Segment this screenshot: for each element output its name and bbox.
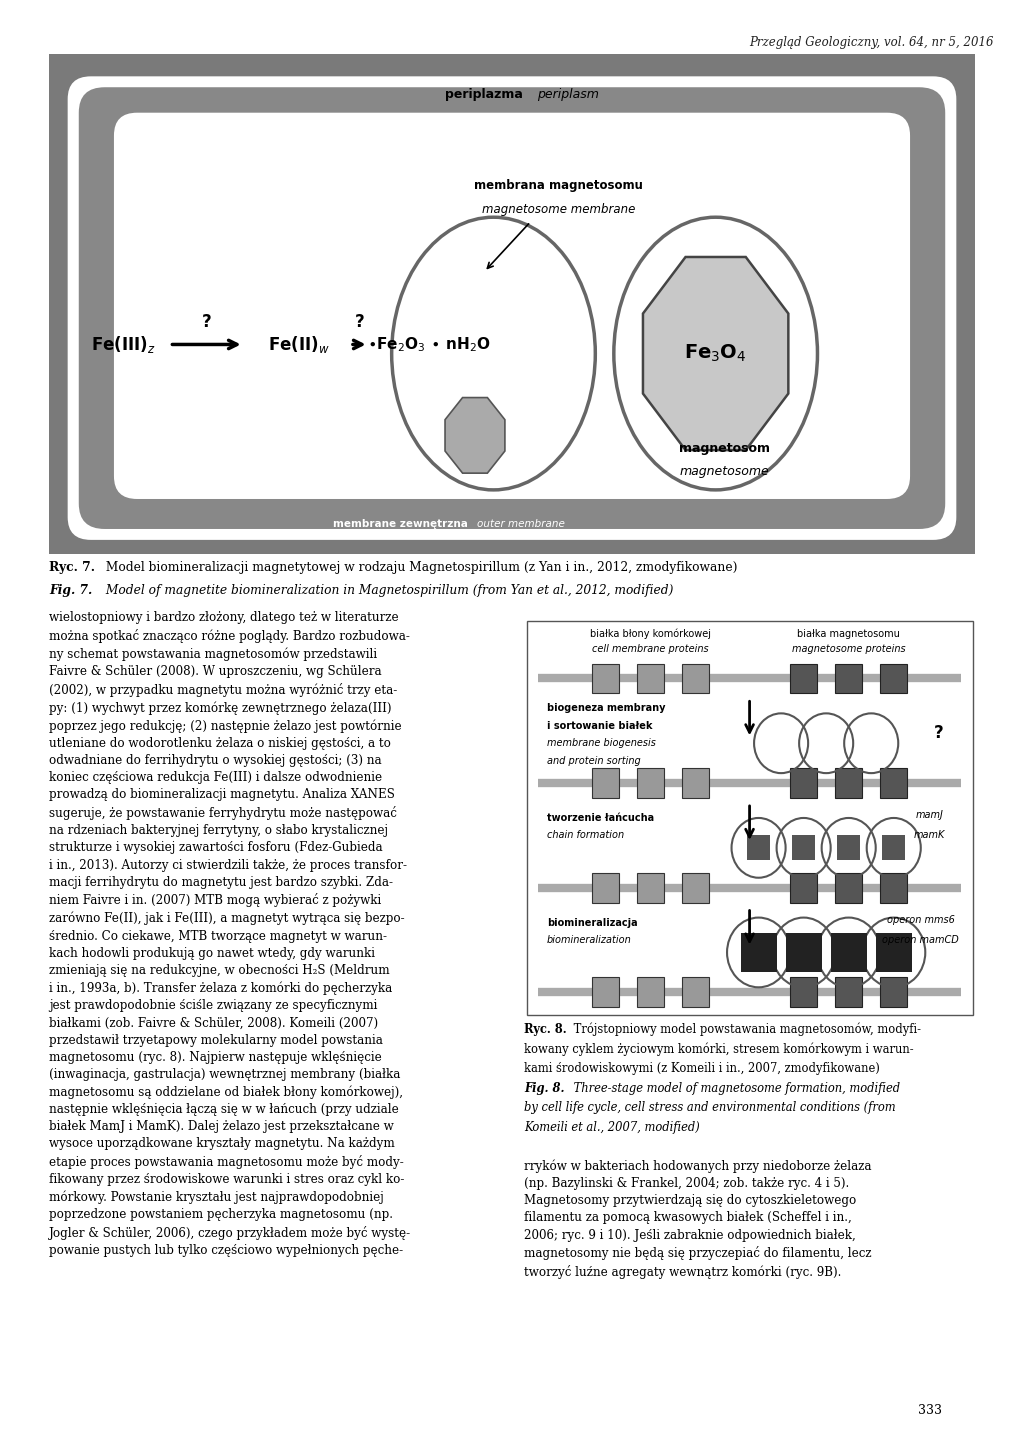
Text: Przegląd Geologiczny, vol. 64, nr 5, 2016: Przegląd Geologiczny, vol. 64, nr 5, 201… <box>749 35 993 48</box>
Text: Ryc. 7.: Ryc. 7. <box>49 561 95 574</box>
Text: magnetosom: magnetosom <box>679 442 770 455</box>
FancyBboxPatch shape <box>47 52 977 555</box>
Text: Model of magnetite biomineralization in Magnetospirillum (from Yan et al., 2012,: Model of magnetite biomineralization in … <box>102 584 674 597</box>
Bar <box>682 664 709 694</box>
Bar <box>785 933 821 972</box>
Bar <box>791 768 817 798</box>
Bar <box>637 872 664 903</box>
Text: Komeili et al., 2007, modified): Komeili et al., 2007, modified) <box>524 1122 700 1133</box>
Text: membrana cytoplazmatyczna: membrana cytoplazmatyczna <box>314 117 487 126</box>
Text: białka magnetosomu: białka magnetosomu <box>798 629 900 639</box>
Bar <box>637 768 664 798</box>
Bar <box>876 933 911 972</box>
Text: rryków w bakteriach hodowanych przy niedoborze żelaza
(np. Bazylinski & Frankel,: rryków w bakteriach hodowanych przy nied… <box>524 1159 871 1278</box>
Bar <box>637 664 664 694</box>
Bar <box>836 664 862 694</box>
Bar <box>740 933 776 972</box>
Text: and protein sorting: and protein sorting <box>547 756 641 765</box>
Bar <box>881 664 907 694</box>
FancyBboxPatch shape <box>526 622 973 1014</box>
Bar <box>883 836 905 861</box>
FancyBboxPatch shape <box>114 113 910 498</box>
Text: Fig. 8.: Fig. 8. <box>524 1081 565 1094</box>
Polygon shape <box>643 256 788 451</box>
Bar <box>682 872 709 903</box>
Text: wielostopniowy i bardzo złożony, dlatego też w literaturze
można spotkać znacząc: wielostopniowy i bardzo złożony, dlatego… <box>49 611 412 1258</box>
Text: Fig. 7.: Fig. 7. <box>49 584 92 597</box>
Text: kami środowiskowymi (z Komeili i in., 2007, zmodyfikowane): kami środowiskowymi (z Komeili i in., 20… <box>524 1062 881 1075</box>
Bar <box>682 977 709 1007</box>
Ellipse shape <box>613 217 817 490</box>
Text: ?: ? <box>202 313 211 330</box>
Text: outer membrane: outer membrane <box>477 519 565 529</box>
Text: magnetosome: magnetosome <box>680 465 770 478</box>
Text: 333: 333 <box>918 1404 942 1417</box>
Text: białka błony komórkowej: białka błony komórkowej <box>590 629 711 639</box>
Bar <box>791 977 817 1007</box>
Text: cytoplasmic membrane: cytoplasmic membrane <box>487 117 610 126</box>
Text: Fe(II)$_w$: Fe(II)$_w$ <box>268 333 330 355</box>
Bar <box>791 872 817 903</box>
Text: kowany cyklem życiowym komórki, stresem komórkowym i warun-: kowany cyklem życiowym komórki, stresem … <box>524 1043 913 1056</box>
Text: by cell life cycle, cell stress and environmental conditions (from: by cell life cycle, cell stress and envi… <box>524 1101 896 1114</box>
Bar <box>830 933 866 972</box>
Text: periplasm: periplasm <box>537 88 598 101</box>
Text: tworzenie łańcucha: tworzenie łańcucha <box>547 813 654 823</box>
Text: membrane zewnętrzna: membrane zewnętrzna <box>334 519 468 529</box>
Bar <box>793 836 815 861</box>
Bar <box>836 768 862 798</box>
Text: magnetosome proteins: magnetosome proteins <box>792 643 905 653</box>
Text: periplazma: periplazma <box>445 88 523 101</box>
Text: ?: ? <box>934 724 944 742</box>
Bar <box>836 977 862 1007</box>
Bar <box>592 664 618 694</box>
Text: operon mamCD: operon mamCD <box>883 935 959 945</box>
Bar <box>881 977 907 1007</box>
Text: membrana magnetosomu: membrana magnetosomu <box>474 178 643 191</box>
Polygon shape <box>445 397 505 474</box>
FancyBboxPatch shape <box>79 87 945 529</box>
Text: operon ​mms6: operon ​mms6 <box>887 916 954 924</box>
Bar <box>592 977 618 1007</box>
Text: cell membrane proteins: cell membrane proteins <box>592 643 709 653</box>
Bar <box>637 977 664 1007</box>
Text: chain formation: chain formation <box>547 830 624 840</box>
FancyBboxPatch shape <box>68 77 956 540</box>
Text: $\bullet$Fe$_2$O$_3$ $\bullet$ nH$_2$O: $\bullet$Fe$_2$O$_3$ $\bullet$ nH$_2$O <box>367 335 490 354</box>
Text: magnetosome membrane: magnetosome membrane <box>481 203 635 216</box>
Bar <box>881 768 907 798</box>
Text: ?: ? <box>354 313 365 330</box>
Text: biogeneza membrany: biogeneza membrany <box>547 703 666 713</box>
Text: Model biomineralizacji magnetytowej w rodzaju Magnetospirillum (z Yan i in., 201: Model biomineralizacji magnetytowej w ro… <box>102 561 738 574</box>
Text: Three-stage model of magnetosome formation, modified: Three-stage model of magnetosome formati… <box>570 1081 900 1094</box>
Bar <box>592 872 618 903</box>
Bar <box>881 872 907 903</box>
Text: Fe$_3$O$_4$: Fe$_3$O$_4$ <box>684 343 746 364</box>
Text: membrane biogenesis: membrane biogenesis <box>547 738 655 748</box>
Text: Ryc. 8.: Ryc. 8. <box>524 1023 567 1036</box>
Text: mamJ: mamJ <box>915 810 944 820</box>
Text: Trójstopniowy model powstawania magnetosomów, modyfi-: Trójstopniowy model powstawania magnetos… <box>570 1023 922 1036</box>
Bar <box>791 664 817 694</box>
Bar <box>838 836 860 861</box>
Bar <box>748 836 770 861</box>
Ellipse shape <box>391 217 595 490</box>
Text: biomineralization: biomineralization <box>547 935 632 945</box>
Text: i sortowanie białek: i sortowanie białek <box>547 720 652 730</box>
Bar <box>836 872 862 903</box>
Text: biomineralizacja: biomineralizacja <box>547 917 638 927</box>
Bar <box>592 768 618 798</box>
Bar <box>682 768 709 798</box>
Text: Fe(III)$_z$: Fe(III)$_z$ <box>91 333 156 355</box>
Text: mamK: mamK <box>914 830 945 840</box>
FancyBboxPatch shape <box>35 45 989 567</box>
